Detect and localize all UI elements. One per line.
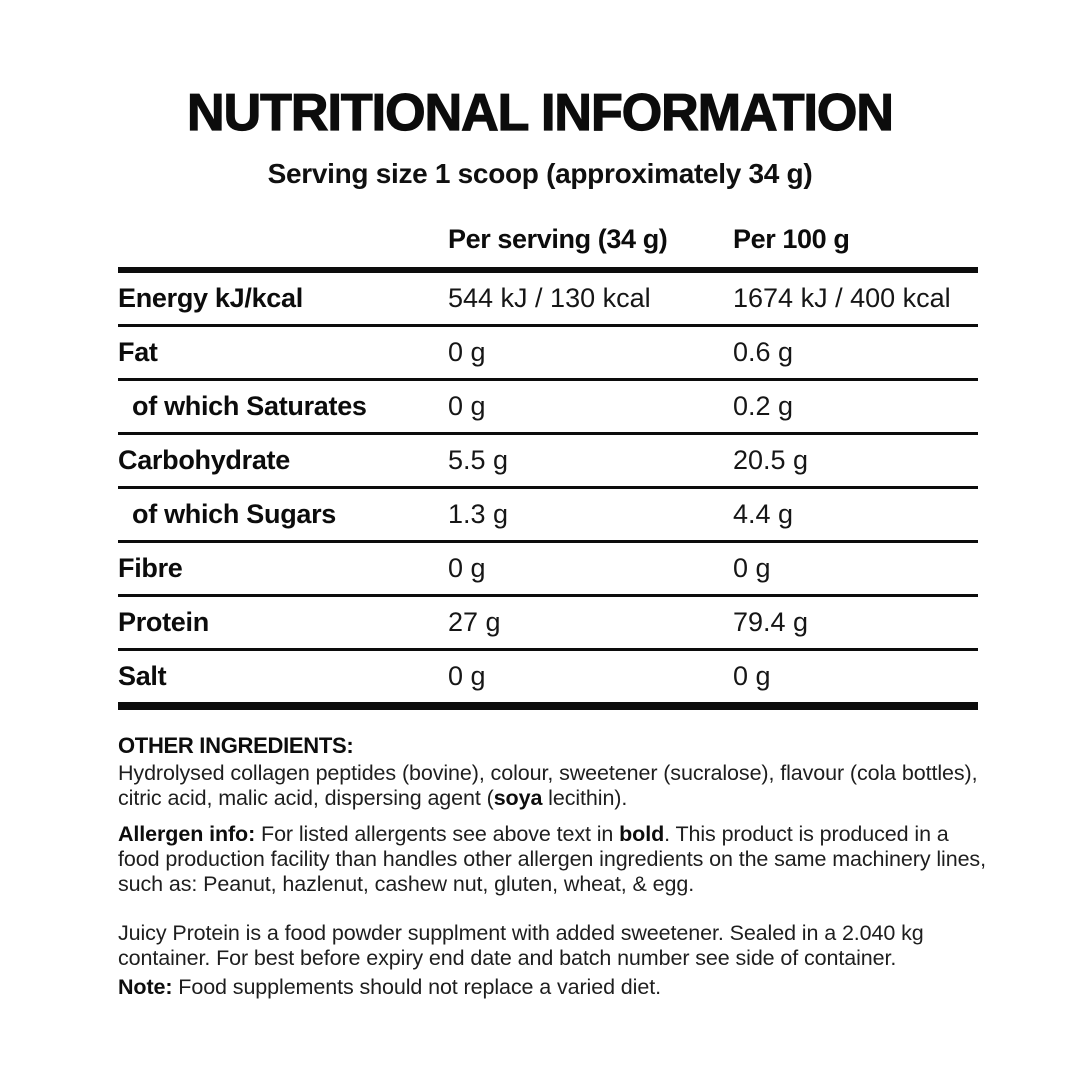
ingredients-text-start: Hydrolysed collagen peptides (bovine), c…: [118, 761, 978, 810]
row-label: of which Saturates: [132, 391, 367, 421]
row-label: Salt: [118, 661, 167, 691]
allergen-text-start: For listed allergents see above text in: [255, 822, 620, 846]
row-value-per-100g: 0.6 g: [733, 337, 794, 367]
row-value-per-serving: 0 g: [448, 337, 486, 367]
table-row-protein: Protein 27 g 79.4 g: [118, 594, 978, 648]
allergen-text-end: . This product is produced in a food pro…: [118, 822, 986, 896]
table-row-fibre: Fibre 0 g 0 g: [118, 540, 978, 594]
row-value-per-serving: 5.5 g: [448, 445, 509, 475]
note-text: Food supplements should not replace a va…: [172, 975, 661, 999]
table-row-energy: Energy kJ/kcal 544 kJ / 130 kcal 1674 kJ…: [118, 267, 978, 324]
table-row-fat: Fat 0 g 0.6 g: [118, 324, 978, 378]
table-row-sugars: of which Sugars 1.3 g 4.4 g: [118, 486, 978, 540]
note-lead: Note:: [118, 975, 173, 999]
info-section: OTHER INGREDIENTS: Hydrolysed collagen p…: [118, 733, 990, 1000]
row-value-per-serving: 0 g: [448, 661, 486, 691]
row-value-per-serving: 1.3 g: [448, 499, 509, 529]
table-header: Per serving (34 g) Per 100 g: [118, 224, 978, 267]
row-value-per-serving: 0 g: [448, 553, 486, 583]
table-body: Energy kJ/kcal 544 kJ / 130 kcal 1674 kJ…: [118, 267, 978, 710]
page-title: NUTRITIONAL INFORMATION: [186, 83, 894, 142]
note-paragraph: Note: Food supplements should not replac…: [118, 975, 990, 1000]
row-label: of which Sugars: [132, 499, 337, 529]
allergen-info-paragraph: Allergen info: For listed allergents see…: [118, 822, 990, 897]
row-value-per-serving: 27 g: [448, 607, 501, 637]
table-row-salt: Salt 0 g 0 g: [118, 648, 978, 702]
other-ingredients-text: Hydrolysed collagen peptides (bovine), c…: [118, 761, 990, 811]
row-label: Fibre: [118, 553, 183, 583]
col-header-per-serving: Per serving (34 g): [448, 224, 668, 254]
row-value-per-100g: 1674 kJ / 400 kcal: [733, 283, 951, 313]
row-label: Fat: [118, 337, 158, 367]
allergen-bold-word: bold: [619, 822, 665, 846]
row-value-per-100g: 0 g: [733, 661, 771, 691]
row-value-per-100g: 20.5 g: [733, 445, 809, 475]
row-value-per-100g: 4.4 g: [733, 499, 794, 529]
row-value-per-100g: 0 g: [733, 553, 771, 583]
product-description: Juicy Protein is a food powder supplment…: [118, 921, 924, 970]
serving-size-subtitle: Serving size 1 scoop (approximately 34 g…: [267, 158, 813, 189]
row-value-per-100g: 0.2 g: [733, 391, 794, 421]
nutrition-table: Per serving (34 g) Per 100 g Energy kJ/k…: [118, 224, 978, 710]
row-label: Carbohydrate: [118, 445, 290, 475]
ingredients-text-end: lecithin).: [542, 786, 628, 810]
table-row-saturates: of which Saturates 0 g 0.2 g: [118, 378, 978, 432]
ingredients-allergen-bold: soya: [493, 786, 543, 810]
row-value-per-100g: 79.4 g: [733, 607, 809, 637]
table-row-carbohydrate: Carbohydrate 5.5 g 20.5 g: [118, 432, 978, 486]
other-ingredients-heading: OTHER INGREDIENTS:: [118, 733, 354, 758]
row-label: Energy kJ/kcal: [118, 283, 303, 313]
row-value-per-serving: 544 kJ / 130 kcal: [448, 283, 651, 313]
row-label: Protein: [118, 607, 209, 637]
col-header-per-100g: Per 100 g: [733, 224, 850, 254]
allergen-info-lead: Allergen info:: [118, 822, 256, 846]
row-value-per-serving: 0 g: [448, 391, 486, 421]
